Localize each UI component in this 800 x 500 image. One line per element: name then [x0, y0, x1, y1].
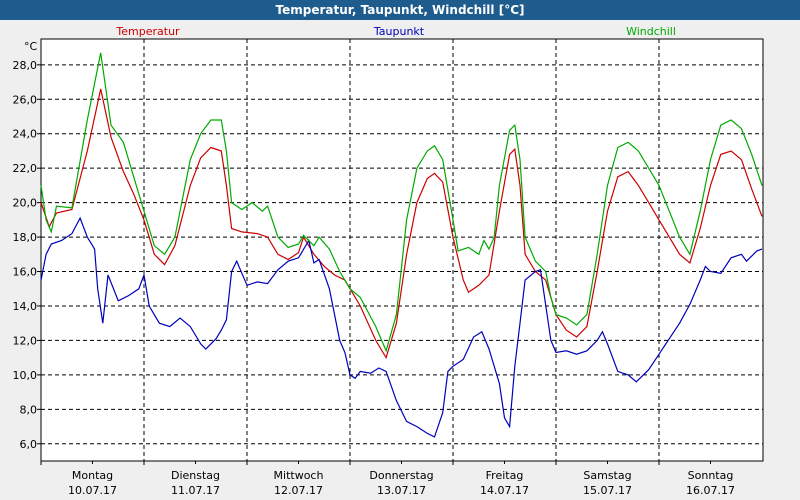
- series-group: [40, 52, 763, 438]
- y-tick-label: 26,0: [13, 93, 38, 106]
- x-tick-date-label: 13.07.17: [377, 484, 426, 497]
- series-line-windchill: [40, 52, 763, 353]
- x-tick-day-label: Dienstag: [171, 469, 220, 482]
- grid: [41, 39, 763, 461]
- y-tick-label: 24,0: [13, 128, 38, 141]
- y-tick-label: 6,0: [20, 438, 38, 451]
- series-line-temperatur: [40, 88, 763, 360]
- x-axis: Montag 10.07.17 Dienstag 11.07.17 Mittwoch 12…: [40, 461, 735, 497]
- x-tick-day-label: Mittwoch: [274, 469, 324, 482]
- legend-entry: Taupunkt: [373, 25, 425, 38]
- legend-entry: Temperatur: [115, 25, 180, 38]
- x-tick-date-label: 11.07.17: [171, 484, 220, 497]
- legend: Temperatur Taupunkt Windchill: [115, 25, 676, 38]
- window-title: Temperatur, Taupunkt, Windchill [°C]: [0, 0, 800, 20]
- x-tick-day-label: Freitag: [486, 469, 524, 482]
- x-tick-day-label: Montag: [72, 469, 113, 482]
- series-line-taupunkt: [40, 216, 763, 438]
- y-tick-label: 22,0: [13, 162, 38, 175]
- x-tick-day-label: Donnerstag: [369, 469, 433, 482]
- x-tick-day-label: Samstag: [583, 469, 631, 482]
- y-axis: 6,0 8,0 10,0 12,0 14,0 16,0 18,0 20,0 22,0 24,0 26…: [13, 59, 41, 451]
- x-tick-date-label: 15.07.17: [583, 484, 632, 497]
- x-tick-date-label: 16.07.17: [686, 484, 735, 497]
- x-tick-day-label: Sonntag: [688, 469, 734, 482]
- y-tick-label: 8,0: [20, 403, 38, 416]
- legend-entry: Windchill: [626, 25, 676, 38]
- y-tick-label: 10,0: [13, 369, 38, 382]
- plot-area: [40, 38, 764, 462]
- x-tick-date-label: 14.07.17: [480, 484, 529, 497]
- y-tick-label: 14,0: [13, 300, 38, 313]
- y-tick-label: 20,0: [13, 197, 38, 210]
- y-axis-unit: °C: [24, 40, 38, 53]
- y-tick-label: 28,0: [13, 59, 38, 72]
- x-tick-date-label: 12.07.17: [274, 484, 323, 497]
- x-tick-date-label: 10.07.17: [68, 484, 117, 497]
- y-tick-label: 16,0: [13, 266, 38, 279]
- y-tick-label: 18,0: [13, 231, 38, 244]
- y-tick-label: 12,0: [13, 334, 38, 347]
